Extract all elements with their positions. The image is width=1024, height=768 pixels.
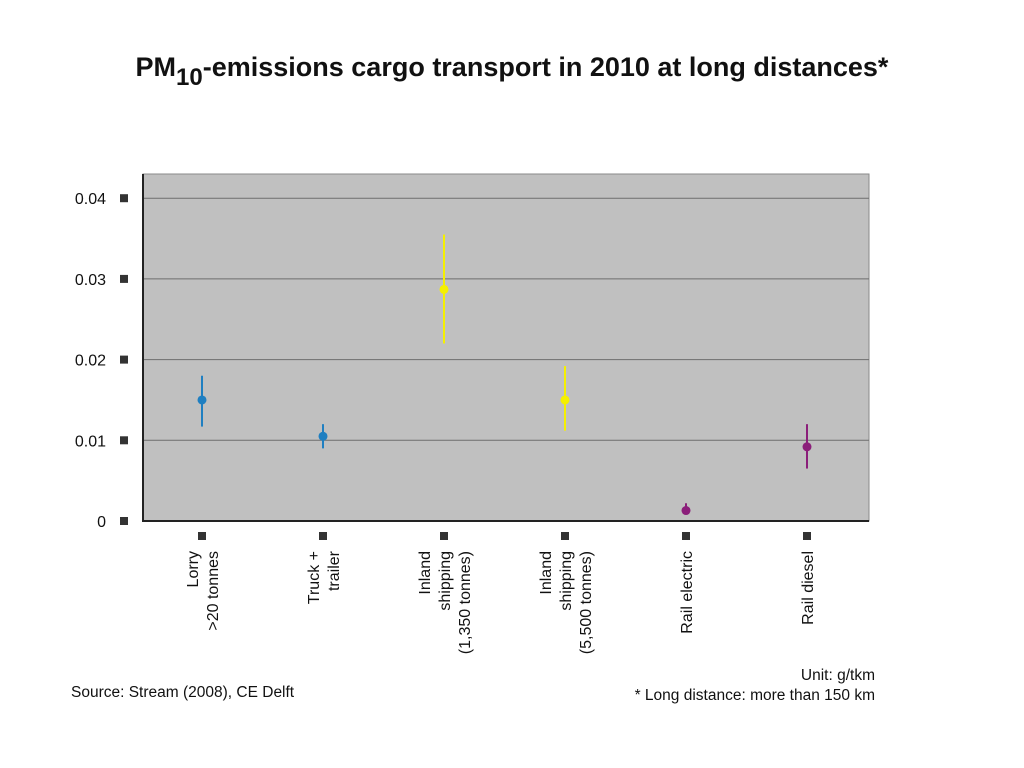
- source-note: Source: Stream (2008), CE Delft: [71, 684, 295, 701]
- y-tick-label: 0.04: [75, 191, 106, 208]
- data-point: [560, 395, 570, 405]
- x-tick-label: >20 tonnes: [205, 551, 222, 631]
- x-tick-label: Inland: [417, 551, 434, 595]
- x-tick-marker: [198, 532, 206, 540]
- x-tick-marker: [682, 532, 690, 540]
- x-tick-marker: [561, 532, 569, 540]
- y-tick-marker: [120, 436, 128, 445]
- data-point: [802, 442, 812, 452]
- y-tick-label: 0.03: [75, 272, 106, 289]
- x-tick-label: Rail electric: [679, 551, 696, 634]
- x-tick-label: (5,500 tonnes): [578, 551, 595, 654]
- y-tick-marker: [120, 355, 128, 364]
- x-tick-label: Lorry: [185, 551, 202, 587]
- data-point: [197, 395, 207, 405]
- y-tick-label: 0.02: [75, 353, 106, 370]
- x-tick-label: Rail diesel: [800, 551, 817, 625]
- unit-note: Unit: g/tkm: [800, 667, 875, 684]
- data-point: [439, 284, 449, 294]
- long-distance-note: * Long distance: more than 150 km: [634, 687, 875, 704]
- plot-background: [142, 173, 870, 522]
- y-tick-label: 0.01: [75, 433, 106, 450]
- title-prefix: PM: [135, 52, 177, 82]
- x-tick-marker: [319, 532, 327, 540]
- y-tick-marker: [120, 274, 128, 283]
- x-tick-label: Truck +: [306, 551, 323, 604]
- x-tick-label: trailer: [326, 550, 343, 591]
- x-tick-label: Inland: [538, 551, 555, 595]
- y-tick-marker: [120, 194, 128, 203]
- data-point: [318, 431, 328, 441]
- x-tick-label: shipping: [558, 551, 575, 611]
- chart-title: PM10-emissions cargo transport in 2010 a…: [0, 52, 1024, 91]
- title-suffix: -emissions cargo transport in 2010 at lo…: [202, 52, 889, 82]
- title-subscript: 10: [176, 64, 203, 91]
- x-tick-label: shipping: [437, 551, 454, 611]
- x-tick-label: (1,350 tonnes): [457, 551, 474, 654]
- data-point: [681, 506, 691, 516]
- x-tick-marker: [803, 532, 811, 540]
- x-tick-marker: [440, 532, 448, 540]
- y-tick-label: 0: [97, 514, 106, 531]
- y-tick-marker: [120, 517, 128, 525]
